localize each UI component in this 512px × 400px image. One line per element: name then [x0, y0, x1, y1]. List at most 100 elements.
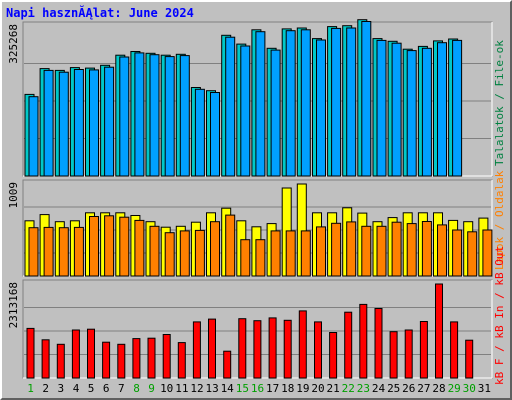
bar-visits-oldalak-day-15	[240, 239, 251, 277]
bar-kbytes-kb-f-day-1	[26, 327, 35, 379]
bar-kbytes-kb-f-day-6	[102, 341, 111, 379]
bar-pages-file-ok-day-14	[225, 36, 236, 177]
bar-kbytes-kb-f-day-30	[465, 339, 474, 379]
bar-pages-file-ok-day-8	[134, 52, 145, 177]
x-tick-label-day-24: 24	[372, 382, 386, 395]
bar-visits-oldalak-day-14	[225, 214, 236, 277]
bar-pages-file-ok-day-5	[89, 69, 99, 177]
side-label-2: Lapok / Oldalak	[493, 170, 506, 270]
bar-visits-oldalak-day-5	[89, 216, 99, 277]
bar-pages-file-ok-day-17	[270, 49, 281, 177]
panel-visits	[22, 179, 493, 277]
side-label-1: Talalatok / File-ok	[493, 40, 506, 166]
bar-visits-oldalak-day-13	[210, 221, 220, 277]
bar-visits-oldalak-day-6	[104, 215, 115, 277]
bar-visits-oldalak-day-19	[300, 230, 311, 277]
bar-pages-file-ok-day-22	[346, 27, 357, 177]
bar-visits-oldalak-day-27	[421, 221, 432, 277]
bar-pages-file-ok-day-11	[179, 55, 190, 177]
x-tick-label-day-4: 4	[73, 382, 80, 395]
x-tick-label-day-8: 8	[133, 382, 140, 395]
bar-pages-file-ok-day-21	[331, 27, 342, 177]
bar-visits-oldalak-day-9	[149, 225, 160, 277]
bar-kbytes-kb-f-day-7	[117, 343, 126, 379]
x-tick-label-day-22: 22	[342, 382, 355, 395]
bar-kbytes-kb-f-day-26	[404, 329, 413, 379]
bar-kbytes-kb-f-day-13	[208, 318, 216, 379]
x-tick-label-day-30: 30	[463, 382, 476, 395]
bar-kbytes-kb-f-day-27	[419, 321, 428, 379]
bar-visits-oldalak-day-29	[452, 229, 463, 277]
bar-pages-file-ok-day-6	[104, 66, 115, 177]
bar-pages-file-ok-day-7	[119, 56, 130, 177]
bar-pages-file-ok-day-18	[285, 30, 296, 177]
bar-kbytes-kb-f-day-4	[71, 329, 80, 379]
y-max-label-kbytes: 2313168	[7, 282, 20, 328]
bar-pages-file-ok-day-27	[421, 47, 432, 177]
bar-kbytes-kb-f-day-24	[374, 308, 383, 379]
bar-visits-oldalak-day-7	[119, 216, 130, 277]
bar-visits-oldalak-day-22	[346, 221, 357, 277]
bar-kbytes-kb-f-day-10	[162, 334, 171, 379]
y-max-label-visits: 1009	[7, 182, 20, 209]
bar-kbytes-kb-f-day-18	[283, 319, 292, 379]
bar-pages-file-ok-day-12	[194, 88, 205, 177]
bar-kbytes-kb-f-day-9	[147, 337, 156, 379]
bar-kbytes-kb-f-day-28	[435, 283, 443, 379]
x-tick-label-day-16: 16	[251, 382, 264, 395]
bar-visits-oldalak-day-23	[361, 225, 372, 277]
bar-visits-oldalak-day-2	[43, 226, 54, 277]
bar-kbytes-kb-f-day-11	[177, 342, 186, 379]
bar-visits-oldalak-day-28	[437, 224, 447, 277]
x-tick-label-day-7: 7	[118, 382, 125, 395]
bar-pages-file-ok-day-25	[391, 42, 402, 177]
bar-visits-oldalak-day-11	[179, 230, 190, 277]
bar-visits-oldalak-day-21	[331, 222, 342, 277]
bar-visits-oldalak-day-30	[467, 231, 478, 277]
bar-kbytes-kb-f-day-15	[238, 318, 247, 379]
bar-kbytes-kb-f-day-12	[192, 321, 201, 379]
x-tick-label-day-13: 13	[205, 382, 218, 395]
panel-kbytes	[22, 279, 493, 379]
bar-visits-oldalak-day-1	[28, 227, 39, 277]
bar-kbytes-kb-f-day-2	[41, 339, 50, 379]
bar-pages-file-ok-day-29	[452, 39, 463, 177]
bar-pages-file-ok-day-15	[240, 45, 251, 177]
bar-pages-file-ok-day-28	[437, 42, 447, 177]
bar-kbytes-kb-f-day-20	[314, 321, 322, 379]
x-tick-label-day-31: 31	[478, 382, 491, 395]
bar-pages-file-ok-day-2	[43, 69, 54, 177]
bar-visits-oldalak-day-3	[58, 227, 69, 277]
x-tick-label-day-18: 18	[281, 382, 294, 395]
bar-pages-file-ok-day-1	[28, 96, 39, 177]
y-max-label-pages: 325268	[7, 24, 20, 64]
x-tick-label-day-28: 28	[432, 382, 445, 395]
x-tick-label-day-17: 17	[266, 382, 279, 395]
x-tick-label-day-10: 10	[160, 382, 173, 395]
side-label-3: kB F / kB In / kB Out	[493, 246, 506, 385]
x-tick-label-day-12: 12	[190, 382, 203, 395]
bar-pages-file-ok-day-19	[300, 29, 311, 177]
x-tick-label-day-25: 25	[387, 382, 400, 395]
bar-visits-oldalak-day-17	[270, 230, 281, 277]
bar-kbytes-kb-f-day-3	[56, 343, 65, 379]
bar-pages-file-ok-day-9	[149, 54, 160, 177]
bar-kbytes-kb-f-day-5	[87, 328, 95, 379]
bar-kbytes-kb-f-day-16	[253, 320, 262, 379]
chart-title: Napi hasznĂĄlat: June 2024	[6, 5, 194, 20]
bar-pages-file-ok-day-26	[406, 50, 417, 177]
bar-pages-file-ok-day-20	[316, 39, 326, 177]
x-tick-label-day-20: 20	[311, 382, 324, 395]
bar-visits-oldalak-day-26	[406, 223, 417, 277]
bar-kbytes-kb-f-day-23	[359, 303, 368, 379]
x-tick-label-day-27: 27	[417, 382, 430, 395]
bar-pages-file-ok-day-4	[73, 69, 84, 177]
bar-visits-oldalak-day-25	[391, 221, 402, 277]
x-tick-label-day-21: 21	[326, 382, 339, 395]
bar-pages-file-ok-day-23	[361, 21, 372, 177]
bar-pages-file-ok-day-3	[58, 71, 69, 177]
x-tick-label-day-26: 26	[402, 382, 415, 395]
x-tick-label-day-14: 14	[221, 382, 235, 395]
bar-kbytes-kb-f-day-8	[132, 338, 141, 379]
